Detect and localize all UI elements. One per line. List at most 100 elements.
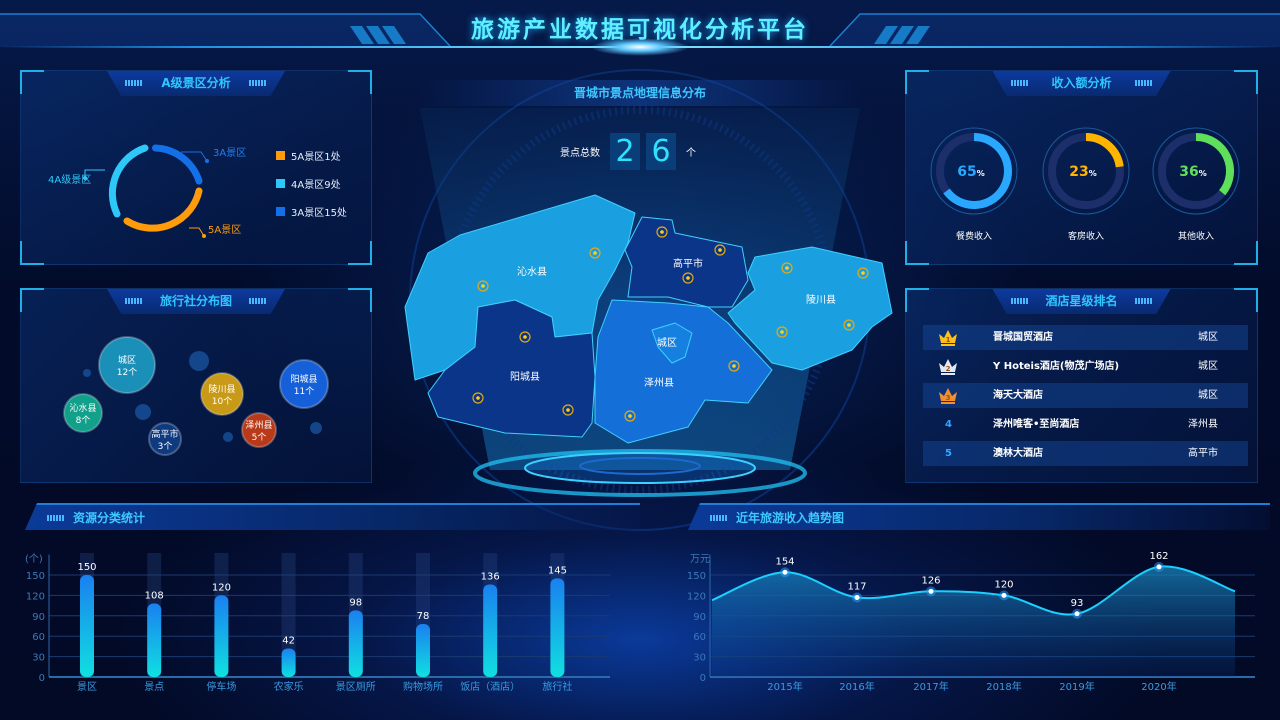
scenic-spot-marker[interactable] [682,272,694,284]
scenic-spot-marker[interactable] [624,410,636,422]
percent-sign: % [1089,169,1097,178]
income-gauge: 36% 其他收入 [1152,127,1240,242]
gauge-label: 其他收入 [1178,230,1214,242]
data-point [782,569,788,575]
bar-value-label: 120 [212,582,231,593]
hotel-row[interactable]: 5 澳林大酒店 高平市 [923,441,1248,466]
hotel-area: 高平市 [1188,448,1218,459]
bar-value-label: 98 [349,597,362,608]
x-tick-label: 2018年 [986,680,1021,693]
gauge-label: 餐费收入 [956,230,992,242]
scenic-spot-marker[interactable] [562,404,574,416]
scenic-spot-marker[interactable] [472,392,484,404]
scenic-spot-marker[interactable] [843,319,855,331]
bar [348,610,363,677]
data-point [1074,611,1080,617]
hotel-name: Y Hoteis酒店(物茂广场店) [993,361,1120,372]
hotel-name: 泽州唯客•至尚酒店 [993,419,1080,430]
region-lingchuan[interactable] [727,246,893,371]
scenic-spot-marker[interactable] [519,331,531,343]
header-glow [590,38,690,56]
bar [281,648,296,677]
gauge-percent: 65 [957,164,976,180]
bubble-name: 城区 [118,355,136,366]
y-tick-label: 60 [693,632,706,643]
y-tick-label: 150 [687,571,706,582]
bubble-circle [200,372,244,416]
y-tick-label: 150 [26,571,45,582]
y-axis-unit: (个) [25,553,43,565]
bar [147,603,162,677]
bar-value-label: 145 [548,565,567,576]
donut-segment-3a [152,144,203,185]
x-tick-label: 停车场 [206,680,236,693]
hotel-row[interactable]: 1 晋城国贸酒店 城区 [923,325,1248,350]
count-digit: 2 [610,133,640,170]
region-label: 泽州县 [644,377,674,389]
panel-title: 旅行社分布图 [107,289,285,314]
bubble-name: 高平市 [151,428,178,440]
y-axis-unit: 万元 [690,554,710,565]
income-panel: 收入额分析 65% 餐费收入 23% 客房收入 36% 其他收入 [905,70,1258,265]
legend-item: 3A景区15处 [276,204,347,219]
y-tick-label: 120 [687,591,706,602]
bar [483,584,498,677]
legend-item: 4A景区9处 [276,176,347,191]
x-tick-label: 景区厕所 [336,681,376,693]
region-map: 沁水县 高平市 陵川县 城区 阳城县 泽州县 [404,194,893,444]
region-gaoping[interactable] [624,216,749,308]
bar-value-label: 150 [77,562,96,573]
gauge-value: 65% [957,164,985,180]
data-point [928,588,934,594]
y-tick-label: 90 [693,612,706,623]
x-tick-label: 2017年 [913,680,948,693]
bar-value-label: 108 [145,591,164,602]
income-gauge: 65% 餐费收入 [930,127,1018,242]
hotel-row[interactable]: 2 Y Hoteis酒店(物茂广场店) 城区 [923,354,1248,379]
scenic-spot-marker[interactable] [656,226,668,238]
region-yangcheng[interactable] [427,299,596,438]
scenic-spot-marker[interactable] [857,267,869,279]
bar [214,595,229,677]
y-tick-label: 120 [26,591,45,602]
scenic-spot-marker[interactable] [589,247,601,259]
scenic-spot-marker[interactable] [781,262,793,274]
agency-panel: 旅行社分布图 城区 12个 沁水县 8个高平市 3个 陵川县 10个 泽州县 5个 阳城县 11个 [20,288,372,483]
x-tick-label: 2015年 [767,680,802,693]
donut-segment-4a [108,144,149,218]
hotel-name: 晋城国贸酒店 [993,332,1053,343]
donut-segment-5a [123,187,203,232]
svg-text:3: 3 [946,394,951,402]
scenic-spot-marker[interactable] [776,326,788,338]
percent-sign: % [977,169,985,178]
hotel-name: 澳林大酒店 [993,448,1043,459]
label-4a: 4A级景区 [48,174,91,186]
bar [416,623,430,677]
region-label: 陵川县 [806,294,836,306]
scenic-spot-marker[interactable] [728,360,740,372]
total-unit: 个 [686,148,696,159]
bar-value-label: 136 [481,572,500,583]
hotel-row[interactable]: 3 海天大酒店 城区 [923,383,1248,408]
bar-value-label: 42 [282,635,295,646]
crown-icon: 2 [939,359,957,375]
income-gauges: 65% 餐费收入 23% 客房收入 36% 其他收入 [930,127,1240,242]
resource-chart-title: 资源分类统计 [25,503,640,530]
scenic-spot-marker[interactable] [477,280,489,292]
region-chengqu[interactable] [651,322,693,364]
x-tick-label: 景区 [77,681,97,693]
scenic-spot-marker[interactable] [714,244,726,256]
hotel-row[interactable]: 4 泽州唯客•至尚酒店 泽州县 [923,412,1248,437]
legend-item: 5A景区1处 [276,148,347,163]
data-point [1156,564,1162,570]
bubble-count: 5个 [252,432,267,443]
gauge-value: 36% [1179,164,1207,180]
bubble-circle [98,336,156,394]
point-value-label: 162 [1149,551,1168,562]
